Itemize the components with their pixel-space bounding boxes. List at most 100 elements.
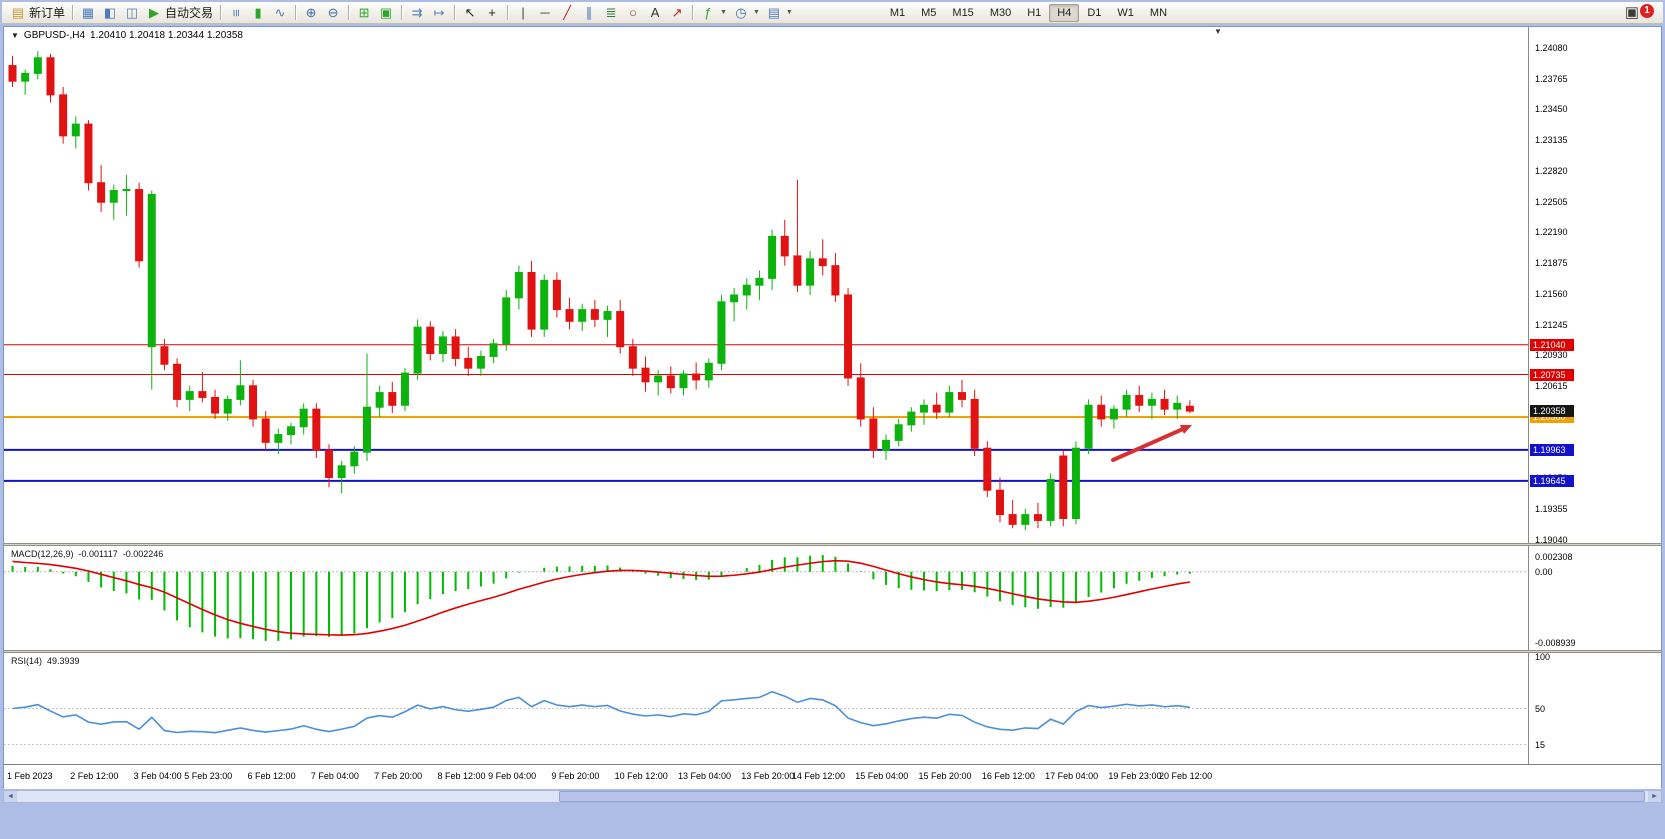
candle-body [451, 336, 460, 359]
auto-trading-icon: ▶ [149, 4, 160, 20]
template-icon: ▤ [767, 4, 781, 20]
data-window-button[interactable]: ◧ [99, 3, 121, 23]
timeframe-h1[interactable]: H1 [1027, 6, 1042, 19]
zoom-in-icon: ⊕ [305, 4, 317, 20]
horizontal-scrollbar[interactable]: ◄ ► [3, 790, 1662, 803]
timeframe-mn[interactable]: MN [1149, 6, 1168, 19]
chart-line-icon: ∿ [274, 4, 286, 20]
timeframe-m15[interactable]: M15 [952, 6, 974, 19]
timeframe-h4[interactable]: H4 [1049, 3, 1080, 22]
messages-icon[interactable]: ▣ [1624, 3, 1639, 21]
candle-body [160, 346, 169, 365]
fibonacci-tool-button[interactable]: ≣ [600, 3, 622, 23]
rsi-line [12, 690, 1190, 734]
time-axis-label: 9 Feb 20:00 [551, 771, 600, 781]
chart-title-symbol: GBPUSD-,H4 [23, 30, 86, 41]
timeframe-w1[interactable]: W1 [1117, 6, 1134, 19]
price-axis[interactable]: 1.24080 1.23765 1.23450 1.23135 1.22820 1.225… [1528, 27, 1661, 764]
time-axis-label: 15 Feb 04:00 [855, 771, 909, 781]
market-watch-button[interactable]: ▦ [77, 3, 99, 23]
template-button[interactable]: ▤ ▼ [763, 3, 796, 23]
candle-body [768, 235, 777, 279]
rsi-value: 49.3939 [47, 656, 80, 666]
indicators-button[interactable]: ƒ ▼ [697, 3, 730, 23]
main-price-chart[interactable] [4, 27, 1528, 543]
trend-arrow-head[interactable] [1179, 424, 1192, 435]
tile-windows-button[interactable]: ⊞ [353, 3, 375, 23]
candle-body [109, 190, 118, 203]
time-axis-label: 6 Feb 12:00 [247, 771, 296, 781]
macd-axis-zero: 0.00 [1535, 566, 1553, 577]
candle-body [1173, 402, 1182, 410]
timeframe-m1[interactable]: M1 [889, 6, 906, 19]
auto-trading-label: 自动交易 [165, 6, 214, 20]
timeframe-d1[interactable]: D1 [1087, 6, 1102, 19]
crosshair-button[interactable]: + [481, 3, 503, 23]
zoom-out-button[interactable]: ⊖ [322, 3, 344, 23]
macd-pane[interactable] [4, 546, 1528, 650]
cursor-button[interactable]: ↖ [459, 3, 481, 23]
indicators-dropdown-arrow[interactable]: ▼ [720, 9, 727, 16]
timeframe-m30[interactable]: M30 [989, 6, 1012, 19]
arrows-tool-button[interactable]: ↗ [666, 3, 688, 23]
new-order-button[interactable]: ▤ 新订单 [7, 3, 68, 23]
notification-badge[interactable]: 1 [1640, 3, 1654, 18]
timeframe-m5[interactable]: M5 [921, 6, 937, 19]
rsi-pane[interactable] [4, 653, 1528, 764]
chart-shift-button[interactable]: ↦ [428, 3, 450, 23]
candle-body [869, 418, 878, 451]
periods-button[interactable]: ◷ ▼ [730, 3, 763, 23]
timeframe-toolbar: M1 M5 M15 M30 H1 H4 D1 W1 MN [882, 3, 1175, 22]
text-tool-button[interactable]: A [644, 3, 666, 23]
auto-trading-button[interactable]: ▶ 自动交易 [143, 3, 216, 23]
price-axis-label: 1.22190 [1535, 227, 1568, 238]
navigator-button[interactable]: ◫ [121, 3, 143, 23]
candle-body [628, 346, 637, 369]
fibonacci-tool-icon: ≣ [605, 4, 617, 20]
vertical-line-tool-button[interactable]: | [512, 3, 534, 23]
zoom-in-button[interactable]: ⊕ [300, 3, 322, 23]
current-price-tag: 1.20358 [1530, 405, 1574, 418]
shapes-tool-button[interactable]: ○ [622, 3, 644, 23]
cascade-windows-button[interactable]: ▣ [375, 3, 397, 23]
auto-scroll-button[interactable]: ⇉ [406, 3, 428, 23]
price-axis-label: 1.19040 [1535, 534, 1568, 545]
chart-line-button[interactable]: ∿ [269, 3, 291, 23]
periods-icon: ◷ [735, 4, 747, 20]
chart-candles-icon: ▮ [254, 4, 262, 20]
candle-body [755, 277, 764, 286]
trend-arrow-shaft[interactable] [1111, 427, 1184, 462]
candle-body [704, 362, 713, 381]
scroll-left-arrow[interactable]: ◄ [4, 791, 17, 802]
price-axis-label: 1.23450 [1535, 104, 1568, 115]
candle-body [249, 385, 258, 420]
chart-shift-marker[interactable]: ▼ [1214, 27, 1222, 36]
pane-splitter[interactable] [4, 650, 1661, 653]
chart-candles-button[interactable]: ▮ [247, 3, 269, 23]
candle-body [641, 367, 650, 383]
candle-body [856, 377, 865, 420]
candle-body [603, 311, 612, 320]
cascade-windows-icon: ▣ [379, 4, 393, 20]
chart-bars-button[interactable]: ≡ [225, 3, 247, 23]
periods-dropdown-arrow[interactable]: ▼ [752, 9, 760, 16]
chart-window[interactable]: 1.24080 1.23765 1.23450 1.23135 1.22820 1.225… [3, 26, 1662, 789]
candle-body [1059, 455, 1068, 519]
template-dropdown-arrow[interactable]: ▼ [785, 9, 793, 16]
scrollbar-thumb[interactable] [559, 791, 1645, 802]
candle-body [223, 398, 232, 414]
macd-signal-line [12, 559, 1191, 636]
trendline-tool-button[interactable]: ╱ [556, 3, 578, 23]
time-axis-label: 17 Feb 04:00 [1045, 771, 1099, 781]
chart-shift-icon: ↦ [433, 4, 445, 20]
pane-splitter[interactable] [4, 543, 1661, 546]
candle-body [578, 309, 587, 322]
horizontal-line-tool-button[interactable]: ─ [534, 3, 556, 23]
channel-tool-button[interactable]: ∥ [578, 3, 600, 23]
one-click-trading-toggle[interactable]: ▼ [11, 31, 19, 40]
candle-body [236, 385, 245, 400]
candle-body [84, 123, 93, 184]
time-axis[interactable]: 1 Feb 2023 2 Feb 12:00 3 Feb 04:00 5 Feb 23… [4, 764, 1661, 789]
scroll-right-arrow[interactable]: ► [1648, 791, 1661, 802]
macd-axis-max: 0.002308 [1535, 552, 1573, 562]
